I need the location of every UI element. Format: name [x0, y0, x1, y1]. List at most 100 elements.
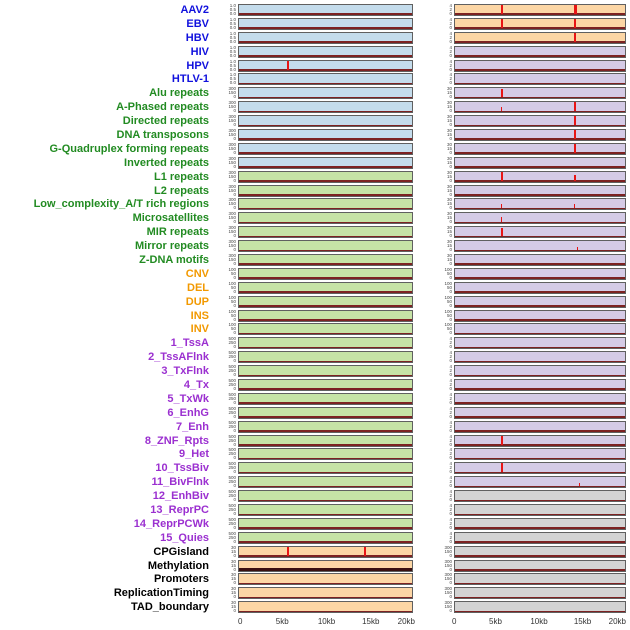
y-tick-label: 0.0 [229, 80, 236, 86]
track-panel-left [238, 212, 413, 225]
signal-baseline [455, 388, 625, 390]
row-label: DEL [187, 281, 209, 294]
y-tick-label: 500 [228, 406, 236, 411]
track-panel-left [238, 420, 413, 433]
row-label: Directed repeats [122, 115, 209, 128]
track-panel-right [454, 420, 626, 433]
left-axis-ticks: 500 250 0 [213, 379, 238, 391]
signal-baseline [239, 249, 412, 252]
signal-peak [500, 106, 502, 112]
row-label: INV [190, 323, 209, 336]
track-panel-right [454, 309, 626, 322]
track-panel-right [454, 378, 626, 391]
signal-baseline [239, 485, 412, 488]
row-label: 9_Het [179, 448, 209, 461]
y-tick-label: 30 [446, 253, 452, 258]
signal-baseline [239, 291, 412, 293]
track-panel-left [238, 45, 413, 58]
signal-baseline [239, 166, 412, 168]
row-label: DUP [185, 295, 209, 308]
signal-peak [574, 19, 576, 28]
track-panel-right [454, 323, 626, 336]
y-tick-label: 100 [444, 309, 452, 314]
y-tick-label: 0 [233, 205, 236, 211]
y-tick-label: 2 [449, 437, 452, 443]
y-tick-label: 0 [233, 219, 236, 225]
y-tick-label: 15 [230, 548, 236, 554]
track-panel-right [454, 170, 626, 183]
y-tick-label: 30 [230, 545, 236, 550]
right-axis-ticks: 30 15 0 [429, 129, 454, 141]
y-tick-label: 1.0 [229, 31, 236, 36]
signal-baseline [239, 374, 412, 377]
right-axis-ticks: 30 15 0 [429, 157, 454, 169]
y-tick-label: 2 [449, 76, 452, 82]
track-panel-left [238, 17, 413, 30]
y-tick-label: 30 [230, 601, 236, 606]
signal-baseline [455, 416, 625, 418]
right-axis-ticks: 30 15 0 [429, 143, 454, 155]
y-tick-label: 0 [449, 552, 452, 558]
y-tick-label: 2 [449, 381, 452, 387]
row-label: Promoters [153, 573, 209, 586]
track-panel-right [454, 73, 626, 86]
signal-baseline [455, 96, 625, 99]
y-tick-label: 0 [233, 399, 236, 405]
track-panel-right [454, 448, 626, 461]
right-axis-ticks: 30 15 0 [429, 171, 454, 183]
y-tick-label: 500 [228, 378, 236, 383]
signal-peak [574, 116, 576, 126]
y-tick-label: 2 [449, 507, 452, 512]
row-label: 15_Quies [160, 531, 209, 544]
y-tick-label: 300 [444, 559, 452, 564]
track-panel-left [238, 351, 413, 364]
row-label: 13_ReprPC [150, 504, 209, 516]
track-panel-right [454, 3, 626, 16]
track-figure: AAV2 1.0 0.5 0.0 4 2 0 EBV 1.0 0.5 0.0 4 2 0 HBV 1.0 0.5… [0, 3, 630, 614]
track-row: DUP 100 50 0 100 50 0 [0, 295, 630, 309]
y-tick-label: 0 [233, 427, 236, 433]
track-row: TAD_boundary 30 15 0 300 150 0 [0, 600, 630, 614]
left-axis-ticks: 1.0 0.5 0.0 [213, 4, 238, 16]
track-panel-right [454, 545, 626, 558]
y-tick-label: 0.5 [229, 62, 236, 68]
row-label: 8_ZNF_Rpts [144, 434, 209, 447]
signal-baseline [239, 138, 412, 140]
track-panel-left [238, 462, 413, 475]
y-tick-label: 30 [446, 170, 452, 175]
y-tick-label: 2 [449, 340, 452, 346]
signal-peak [500, 172, 503, 181]
y-tick-label: 50 [230, 270, 236, 276]
y-tick-label: 0 [233, 191, 236, 197]
signal-baseline [239, 346, 412, 349]
y-tick-label: 2 [449, 34, 452, 40]
y-tick-label: 250 [228, 520, 236, 526]
y-tick-label: 150 [228, 131, 236, 137]
track-panel-right [454, 406, 626, 419]
y-tick-label: 0 [233, 483, 236, 489]
y-tick-label: 15 [446, 159, 452, 165]
y-tick-label: 0 [449, 344, 452, 350]
y-tick-label: 15 [446, 256, 452, 262]
y-tick-label: 30 [446, 87, 452, 92]
y-tick-label: 100 [228, 267, 236, 272]
track-panel-left [238, 73, 413, 86]
y-tick-label: 2 [449, 451, 452, 457]
right-axis-ticks: 100 50 0 [429, 296, 454, 308]
y-tick-label: 4 [449, 448, 452, 453]
signal-baseline [455, 555, 625, 557]
y-tick-label: 30 [446, 226, 452, 231]
signal-baseline [239, 96, 412, 99]
left-axis-ticks: 500 250 0 [213, 518, 238, 530]
signal-peak [287, 60, 290, 70]
left-axis-ticks: 500 250 0 [213, 393, 238, 405]
signal-baseline [239, 152, 412, 154]
signal-baseline [239, 13, 412, 15]
track-row: HTLV-1 1.0 0.5 0.0 4 2 0 [0, 72, 630, 86]
y-tick-label: 4 [449, 31, 452, 36]
signal-baseline [239, 416, 412, 418]
y-tick-label: 0 [233, 233, 236, 239]
y-tick-label: 300 [228, 142, 236, 147]
signal-baseline [455, 374, 625, 377]
